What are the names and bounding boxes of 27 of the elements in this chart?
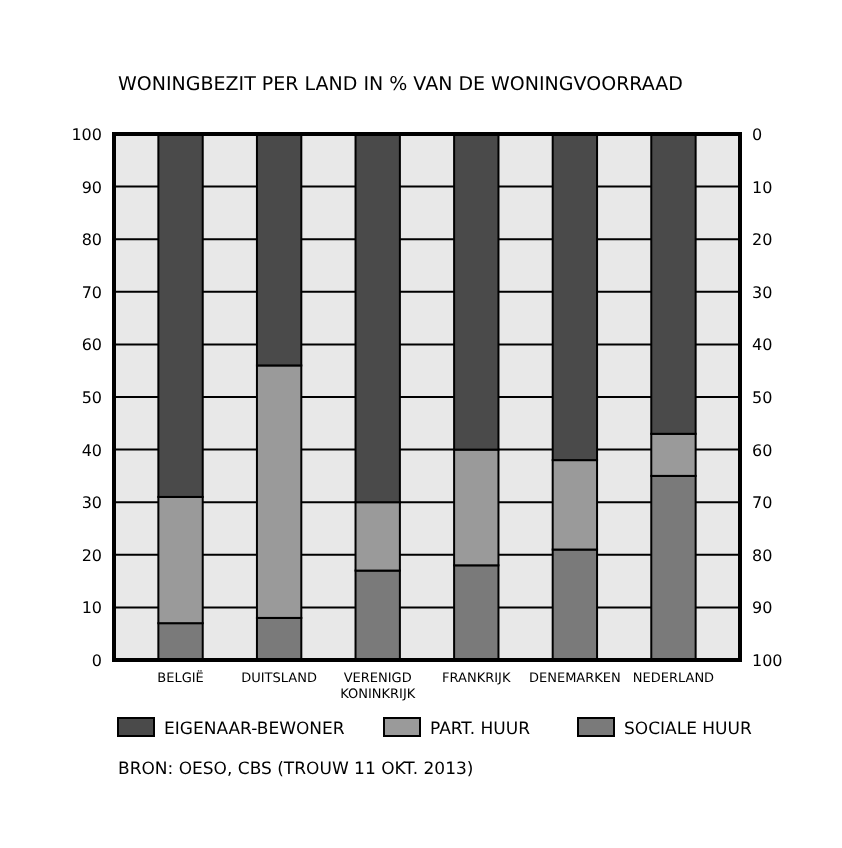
y-tick-label: 20 — [81, 546, 102, 565]
legend-label: EIGENAAR-BEWONER — [164, 720, 345, 740]
y2-tick-label: 50 — [752, 389, 773, 407]
y2-tick-label: 60 — [752, 441, 773, 460]
y-tick-label: 100 — [71, 126, 102, 144]
y2-tick-label: 90 — [752, 599, 773, 618]
y-tick-label: 40 — [81, 441, 102, 460]
y2-tick-label: 80 — [752, 546, 773, 565]
y-tick-label: 0 — [91, 652, 102, 670]
y2-tick-label: 40 — [752, 336, 773, 355]
y-tick-label: 50 — [81, 389, 102, 407]
y-tick-label: 90 — [81, 178, 102, 197]
y-tick-label: 60 — [81, 336, 102, 355]
y2-tick-label: 0 — [752, 126, 763, 144]
legend-label: SOCIALE HUUR — [624, 720, 752, 740]
chart-title: WONINGBEZIT PER LAND IN % VAN DE WONINGVOORRAAD — [118, 74, 683, 96]
y2-tick-label: 30 — [752, 283, 773, 302]
y2-tick-label: 20 — [752, 231, 773, 250]
y2-tick-label: 70 — [752, 494, 773, 513]
y2-tick-label: 10 — [752, 178, 773, 197]
legend-label: PART. HUUR — [430, 720, 531, 740]
text: BRON: OESO, CBS (TROUW 11 OKT. 2013) — [118, 760, 474, 780]
y-tick-label: 10 — [81, 599, 102, 618]
y2-tick-label: 100 — [752, 652, 783, 670]
y-tick-label: 30 — [81, 494, 102, 513]
y-tick-label: 70 — [81, 283, 102, 302]
y-tick-label: 80 — [81, 231, 102, 250]
